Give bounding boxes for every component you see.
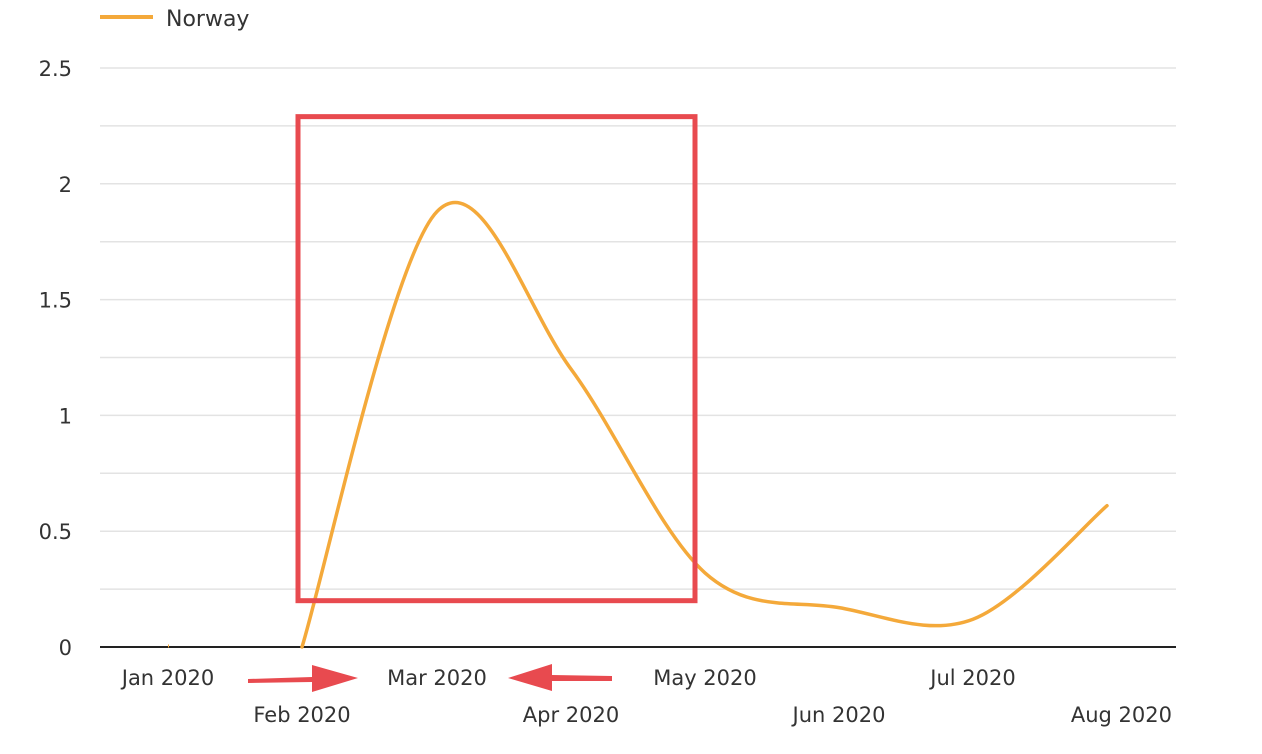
highlight-box	[295, 114, 698, 604]
x-axis-ticks: Jan 2020 Feb 2020 Mar 2020 Apr 2020 May 2020…	[120, 666, 1172, 727]
series-layer	[168, 201, 1109, 649]
y-tick-label: 0.5	[39, 520, 72, 544]
x-tick-label: Jun 2020	[791, 703, 886, 727]
x-tick-label: Apr 2020	[523, 703, 619, 727]
series-line-norway	[300, 201, 1109, 649]
x-tick-label: Aug 2020	[1071, 703, 1172, 727]
y-tick-label: 1	[59, 404, 72, 428]
arrow-right-icon	[248, 665, 358, 692]
annotations	[248, 114, 698, 692]
y-axis-ticks: 0 0.5 1 1.5 2 2.5	[39, 57, 72, 660]
y-tick-label: 2	[59, 173, 72, 197]
arrow-left-icon	[508, 664, 612, 691]
legend-label-norway: Norway	[166, 7, 249, 32]
y-tick-label: 0	[59, 636, 72, 660]
x-tick-label: Jul 2020	[928, 666, 1015, 690]
x-tick-label: May 2020	[653, 666, 757, 690]
legend: Norway	[100, 7, 249, 32]
y-tick-label: 2.5	[39, 57, 72, 81]
y-tick-label: 1.5	[39, 289, 72, 313]
x-tick-label: Jan 2020	[120, 666, 215, 690]
gridlines	[100, 67, 1176, 590]
x-tick-label: Feb 2020	[253, 703, 350, 727]
x-tick-label: Mar 2020	[387, 666, 487, 690]
